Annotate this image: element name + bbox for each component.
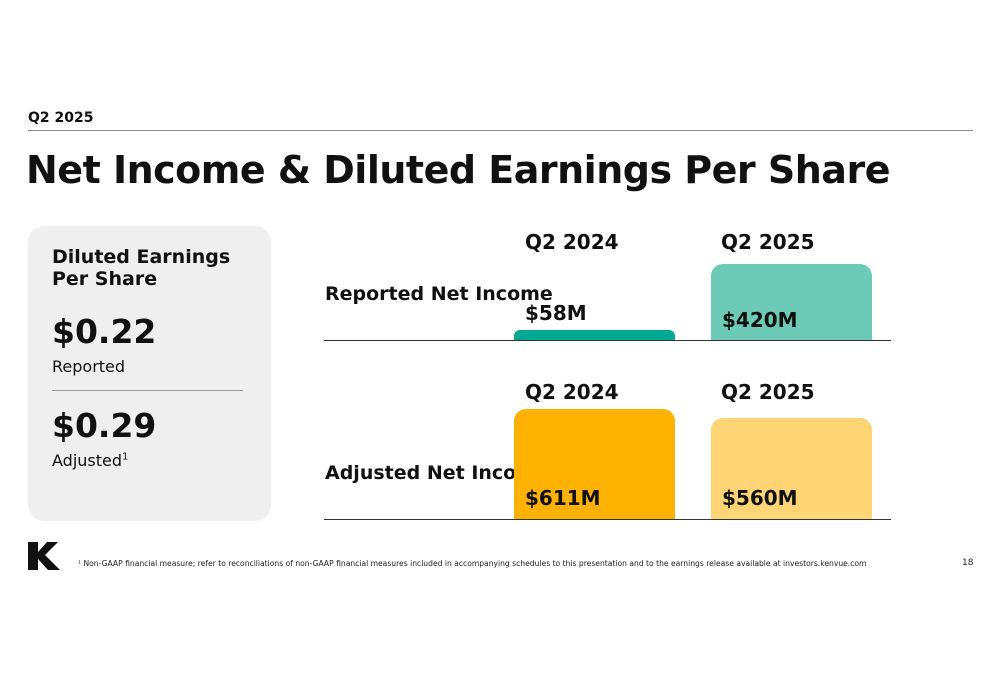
kenvue-logo-icon (28, 542, 60, 570)
adjusted-category-label-0: Q2 2024 (525, 380, 619, 404)
reported-category-label-0: Q2 2024 (525, 230, 619, 254)
header-divider (28, 130, 973, 131)
adjusted-net-income-text: Adjusted Net Income (325, 462, 549, 484)
reported-net-income-label: Reported Net Income (325, 283, 553, 305)
eps-card: Diluted Earnings Per Share $0.22 Reporte… (28, 226, 271, 521)
eps-reported-value: $0.22 (52, 312, 157, 351)
reported-value-label-0: $58M (525, 301, 587, 325)
adjusted-baseline (324, 519, 891, 520)
eps-adjusted-label: Adjusted1 (52, 451, 128, 470)
adjusted-bar-q2-2024 (514, 409, 675, 519)
kenvue-logo (28, 542, 62, 574)
adjusted-value-label-0: $611M (525, 486, 601, 510)
eps-adjusted-text: Adjusted (52, 451, 123, 470)
eps-reported-label: Reported (52, 357, 126, 376)
page-title: Net Income & Diluted Earnings Per Share (26, 148, 890, 192)
adjusted-bar-q2-2025 (711, 418, 872, 519)
footnote: ¹ Non-GAAP financial measure; refer to r… (78, 559, 867, 568)
period-label: Q2 2025 (28, 110, 94, 126)
eps-adjusted-footnote-mark: 1 (122, 451, 129, 463)
eps-divider (52, 390, 243, 391)
adjusted-value-label-1: $560M (722, 486, 798, 510)
adjusted-category-label-1: Q2 2025 (721, 380, 815, 404)
reported-category-label-1: Q2 2025 (721, 230, 815, 254)
page-number: 18 (962, 558, 974, 568)
eps-heading: Diluted Earnings Per Share (52, 246, 231, 290)
eps-adjusted-value: $0.29 (52, 406, 157, 445)
reported-bar-q2-2025 (711, 264, 872, 340)
reported-value-label-1: $420M (722, 308, 798, 332)
reported-bar-q2-2024 (514, 329, 675, 340)
reported-baseline (324, 340, 891, 341)
